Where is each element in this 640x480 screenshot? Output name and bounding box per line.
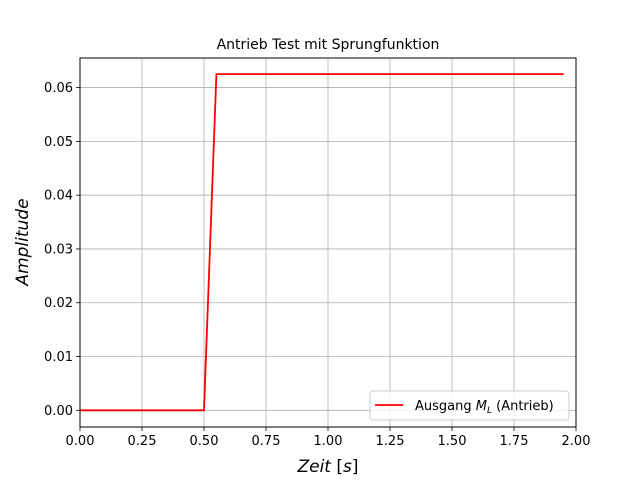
y-axis-label: Amplitude [13,198,33,286]
chart-title: Antrieb Test mit Sprungfunktion [217,37,440,53]
x-tick-label: 1.25 [376,434,405,449]
x-tick-label: 1.00 [314,434,343,449]
x-tick-label: 0.75 [252,434,281,449]
x-tick-label: 0.25 [128,434,157,449]
y-tick-label: 0.02 [44,296,73,311]
legend-box [369,390,570,421]
y-axis-ticks: 0.00 0.01 0.02 0.03 0.04 0.05 0.06 [44,81,80,419]
y-tick-label: 0.05 [44,135,73,150]
y-tick-label: 0.04 [44,189,73,204]
x-tick-label: 1.75 [500,434,529,449]
legend-entry-label: Ausgang ML (Antrieb) [415,399,554,416]
x-axis-ticks: 0.00 0.25 0.50 0.75 1.00 1.25 1.50 1.75 2.00 [66,427,591,449]
series-layer [80,73,564,412]
y-tick-label: 0.00 [44,404,73,419]
x-tick-label: 0.50 [190,434,219,449]
y-tick-label: 0.03 [44,242,73,257]
y-tick-label: 0.01 [44,350,73,365]
y-tick-label: 0.06 [44,81,73,96]
x-tick-label: 0.00 [66,434,95,449]
series-line-0 [80,73,564,412]
x-axis-label: Zeit [s] [296,457,358,477]
legend: Ausgang ML (Antrieb) [369,390,570,421]
grid [79,58,577,427]
x-tick-label: 1.50 [438,434,467,449]
x-tick-label: 2.00 [562,434,591,449]
